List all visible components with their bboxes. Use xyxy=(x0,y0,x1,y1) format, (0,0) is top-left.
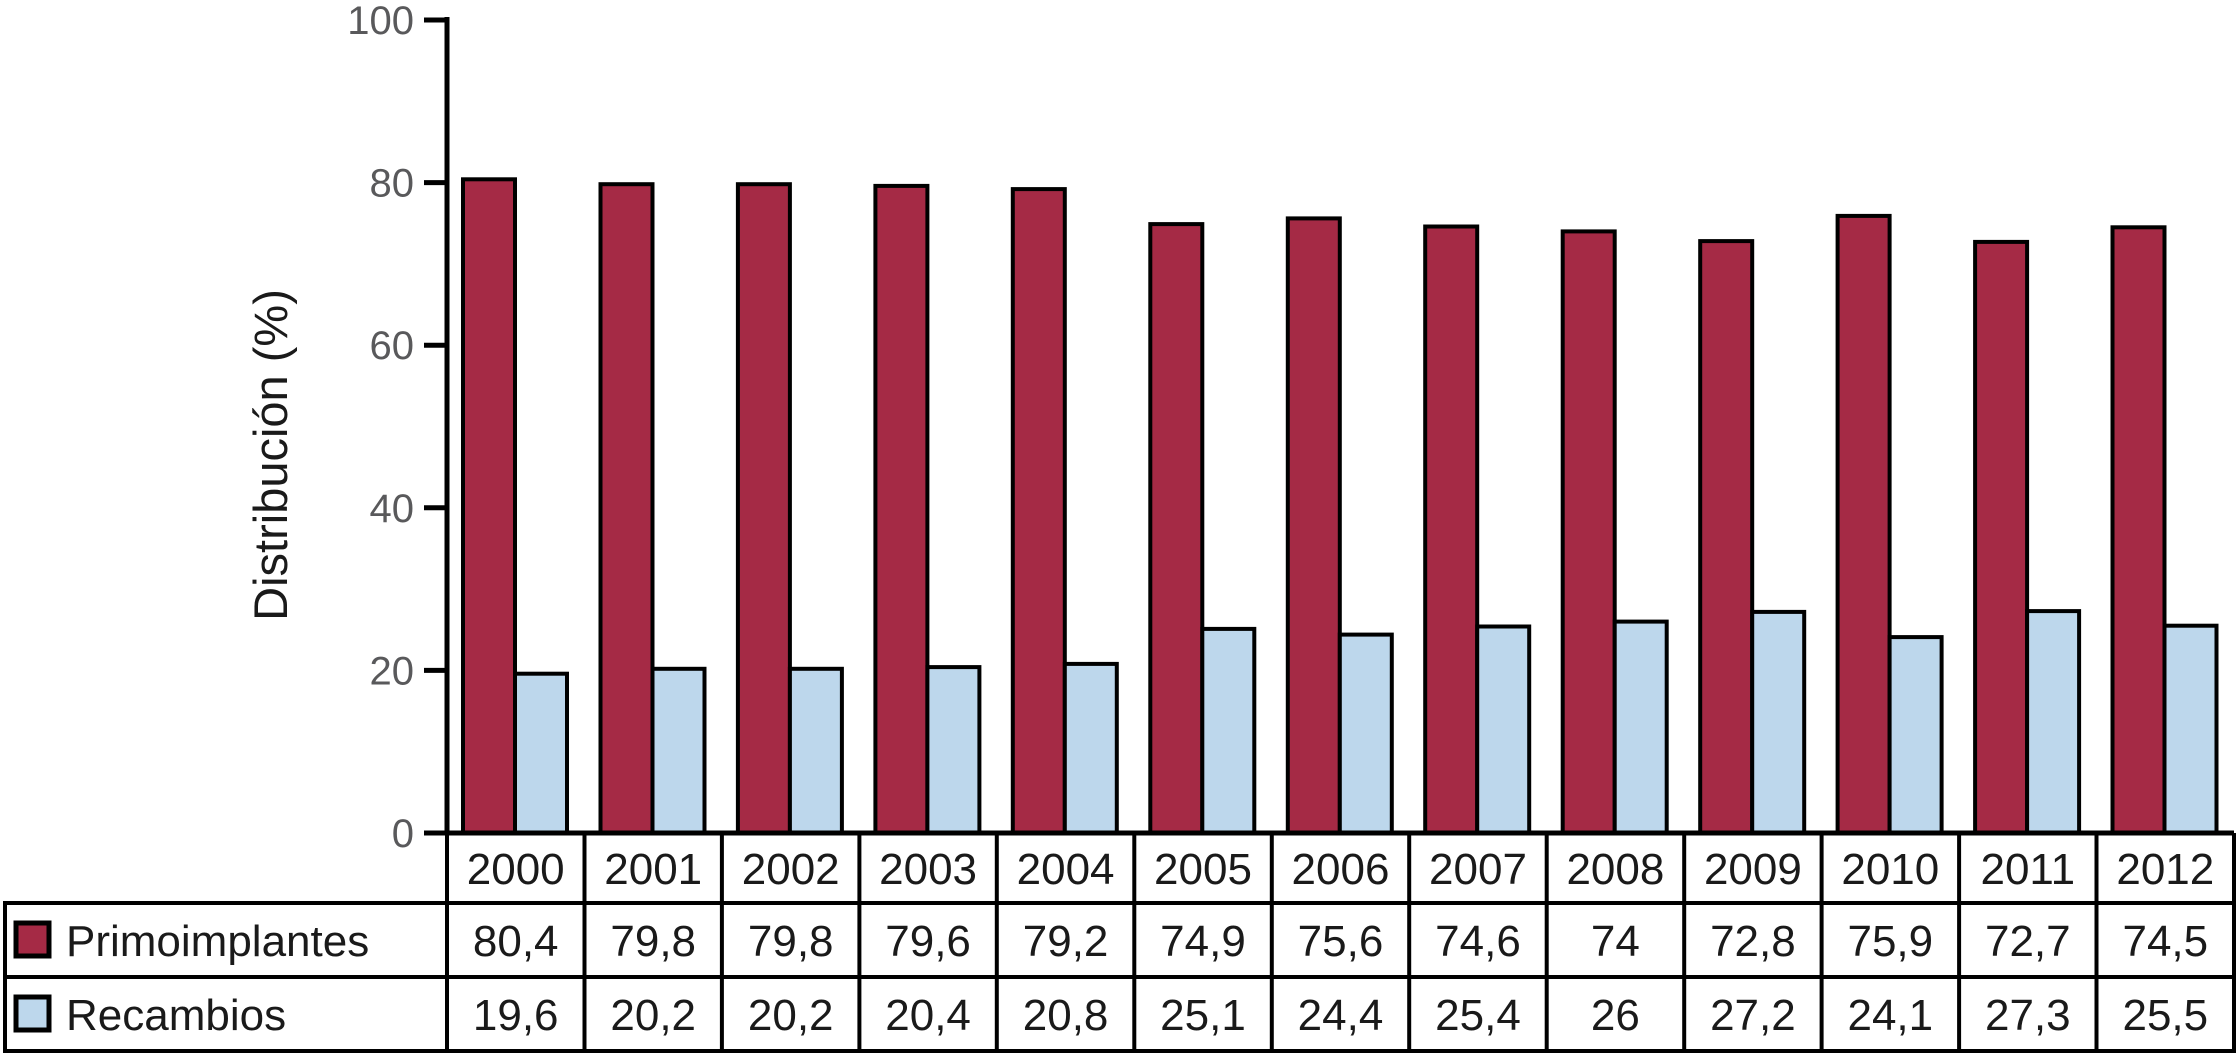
value-cell-recambios-2003: 20,4 xyxy=(885,991,971,1040)
value-cell-primoimplantes-2006: 75,6 xyxy=(1298,917,1384,966)
legend-label-recambios: Recambios xyxy=(66,991,286,1040)
bar-recambios-2001 xyxy=(650,666,707,835)
bar-recambios-2009 xyxy=(1750,609,1807,836)
value-cell-primoimplantes-2011: 72,7 xyxy=(1985,917,2071,966)
year-label: 2011 xyxy=(1980,845,2075,894)
value-cell-recambios-2000: 19,6 xyxy=(473,991,559,1040)
value-cell-recambios-2009: 27,2 xyxy=(1710,991,1796,1040)
bar-primoimplantes-2009 xyxy=(1698,239,1755,836)
bar-primoimplantes-2008 xyxy=(1560,229,1617,835)
year-label: 2005 xyxy=(1154,845,1252,894)
value-cell-primoimplantes-2002: 79,8 xyxy=(748,917,834,966)
bars-layer xyxy=(461,177,2219,836)
value-cell-primoimplantes-2008: 74 xyxy=(1591,917,1640,966)
bar-primoimplantes-2012 xyxy=(2110,225,2167,836)
bar-primoimplantes-2005 xyxy=(1148,222,1205,836)
bar-primoimplantes-2001 xyxy=(598,182,655,835)
year-label: 2004 xyxy=(1017,845,1115,894)
bar-primoimplantes-2002 xyxy=(735,182,792,835)
bar-recambios-2004 xyxy=(1062,661,1119,836)
value-cell-primoimplantes-2000: 80,4 xyxy=(473,917,559,966)
value-cell-primoimplantes-2007: 74,6 xyxy=(1435,917,1521,966)
bar-recambios-2000 xyxy=(513,671,569,836)
y-tick-label: 60 xyxy=(370,324,415,368)
value-cell-primoimplantes-2010: 75,9 xyxy=(1847,917,1933,966)
bar-recambios-2008 xyxy=(1612,619,1669,835)
year-label: 2006 xyxy=(1292,845,1390,894)
bar-primoimplantes-2004 xyxy=(1010,187,1067,836)
value-cell-primoimplantes-2012: 74,5 xyxy=(2122,917,2208,966)
value-cell-recambios-2005: 25,1 xyxy=(1160,991,1246,1040)
value-cell-recambios-2001: 20,2 xyxy=(610,991,696,1040)
year-label: 2010 xyxy=(1841,845,1939,894)
y-tick-label: 20 xyxy=(370,649,415,693)
year-label: 2007 xyxy=(1429,845,1527,894)
data-table: 2000 2001 2002 2003 2004 2005 2006 2007 2008 2009… xyxy=(3,830,2236,1053)
year-label: 2002 xyxy=(742,845,840,894)
bar-recambios-2007 xyxy=(1475,624,1532,835)
bar-recambios-2005 xyxy=(1200,626,1257,836)
value-cell-primoimplantes-2004: 79,2 xyxy=(1023,917,1109,966)
bar-recambios-2012 xyxy=(2162,623,2219,836)
bar-recambios-2003 xyxy=(925,665,982,835)
bar-primoimplantes-2003 xyxy=(873,183,930,835)
y-tick-label: 40 xyxy=(370,487,415,531)
value-cell-recambios-2008: 26 xyxy=(1591,991,1640,1040)
y-tick-label: 80 xyxy=(370,162,415,206)
value-cell-recambios-2006: 24,4 xyxy=(1298,991,1384,1040)
bar-recambios-2002 xyxy=(787,666,844,835)
year-label: 2009 xyxy=(1704,845,1802,894)
value-cell-recambios-2002: 20,2 xyxy=(748,991,834,1040)
value-cell-recambios-2004: 20,8 xyxy=(1023,991,1109,1040)
legend-swatch-recambios xyxy=(13,994,52,1033)
bar-primoimplantes-2011 xyxy=(1973,239,2030,835)
value-cell-recambios-2012: 25,5 xyxy=(2122,991,2208,1040)
legend-label-primoimplantes: Primoimplantes xyxy=(66,917,369,966)
year-label: 2012 xyxy=(2116,845,2214,894)
bar-primoimplantes-2006 xyxy=(1285,216,1342,835)
value-cell-primoimplantes-2001: 79,8 xyxy=(610,917,696,966)
bar-primoimplantes-2007 xyxy=(1423,224,1480,835)
legend-swatch-primoimplantes xyxy=(13,920,52,959)
y-tick-label: 0 xyxy=(392,812,414,856)
y-axis: 0 20 40 60 80 100 xyxy=(347,0,450,856)
bar-recambios-2006 xyxy=(1337,632,1394,835)
bar-recambios-2010 xyxy=(1887,635,1944,835)
year-label: 2000 xyxy=(467,845,565,894)
value-cell-primoimplantes-2003: 79,6 xyxy=(885,917,971,966)
bar-recambios-2011 xyxy=(2025,609,2082,835)
y-tick-label: 100 xyxy=(347,0,414,43)
value-cell-recambios-2011: 27,3 xyxy=(1985,991,2071,1040)
year-label: 2001 xyxy=(604,845,702,894)
bar-primoimplantes-2010 xyxy=(1835,213,1892,835)
year-label: 2003 xyxy=(879,845,977,894)
value-cell-recambios-2007: 25,4 xyxy=(1435,991,1521,1040)
value-cell-primoimplantes-2009: 72,8 xyxy=(1710,917,1796,966)
value-cell-primoimplantes-2005: 74,9 xyxy=(1160,917,1246,966)
y-axis-title: Distribución (%) xyxy=(244,289,297,621)
year-label: 2008 xyxy=(1566,845,1664,894)
value-cell-recambios-2010: 24,1 xyxy=(1847,991,1933,1040)
bar-primoimplantes-2000 xyxy=(461,177,517,836)
